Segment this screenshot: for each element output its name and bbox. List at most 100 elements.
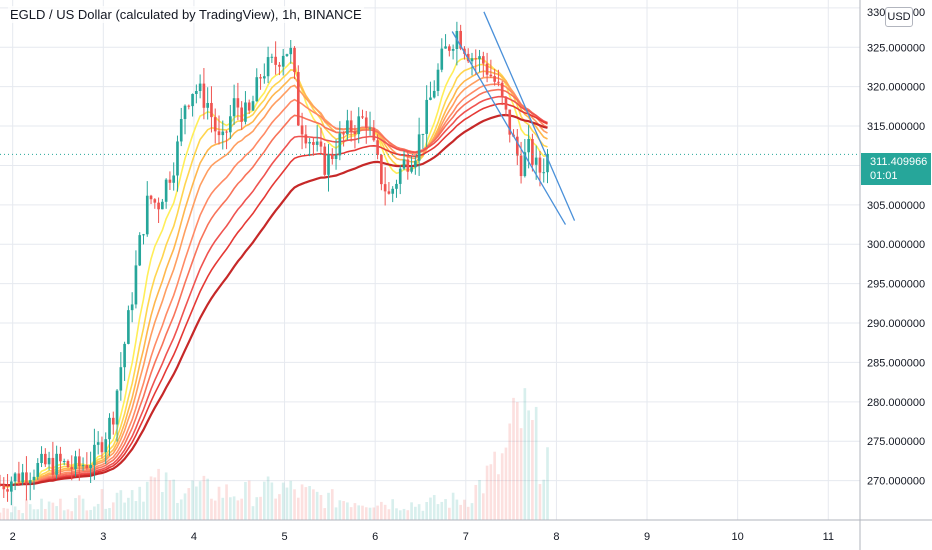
y-tick-label: 320.000000 [867,82,925,94]
candle-body [451,48,455,51]
volume-bar [383,504,387,520]
candle-body [251,101,255,111]
candle-body [542,172,546,174]
volume-bar [451,492,455,520]
grid [0,0,860,521]
volume-bar [0,512,2,520]
volume-bar [40,498,43,520]
candle-body [425,99,428,134]
candle-body [153,199,157,203]
candle-body [508,109,512,135]
volume-bar [380,501,383,520]
volume-bar [444,499,447,520]
volume-bar [493,451,496,520]
currency-button[interactable]: USD [885,7,913,27]
volume-bar [187,488,191,520]
candle-body [142,234,145,236]
candle-body [213,117,217,132]
volume-bar [402,508,406,520]
volume-bar [515,402,519,520]
volume-bar [349,507,353,520]
candle-body [293,47,296,73]
volume-bar [463,499,466,520]
volume-bar [512,397,515,520]
volume-bar [123,502,126,520]
volume-bar [221,497,225,520]
volume-bar [43,508,47,520]
volume-bar [17,510,21,520]
volume-bar [164,472,168,520]
volume-bar [334,507,338,520]
candle-body [380,154,383,185]
volume-bar [368,507,372,520]
trend-line[interactable] [483,11,576,221]
trend-lines[interactable] [451,11,576,225]
volume-bar [119,490,123,520]
candle-body [262,76,266,79]
volume-bar [21,513,24,520]
candle-body [338,133,342,156]
trend-line[interactable] [451,31,567,225]
volume-bar [176,502,179,520]
volume-bar [115,492,119,520]
candle-body [470,58,474,62]
volume-bar [161,492,164,520]
volume-bar [519,428,523,520]
candle-body [327,154,330,175]
volume-bar [417,504,421,520]
candle-body [429,97,432,100]
candle-body [138,235,142,266]
candle-body [240,107,243,122]
candle-body [0,484,2,486]
volume-bar [300,484,304,520]
volume-bar [85,510,89,520]
candle-body [206,102,209,108]
volume-bar [70,511,74,520]
volume-bar [74,498,77,520]
candle-body [315,141,319,145]
volume-bar [172,479,176,520]
volume-bar [262,481,266,520]
volume-bar [225,484,228,520]
candle-body [236,98,240,108]
volume-bar [485,465,489,520]
candle-body [168,179,172,183]
volume-bar [251,506,255,520]
candle-body [497,81,500,83]
candle-body [93,444,96,465]
volume-bar [531,419,534,520]
x-tick-label: 2 [10,531,16,543]
candle-body [10,481,13,492]
volume-bar [195,486,198,520]
candle-body [372,127,376,141]
volume-bar [281,482,285,520]
volume-bar [436,504,440,520]
candle-body [85,465,89,469]
volume-bar [6,508,9,520]
candle-body [66,461,70,468]
volume-bar [89,509,92,520]
volume-bar [198,481,202,520]
volume-bar [425,502,428,520]
volume-bar [59,498,62,520]
ema-line [0,95,548,487]
candle-body [55,453,58,475]
volume-bar [191,480,194,520]
candle-body [538,157,542,173]
candle-body [77,456,81,467]
volume-bar [77,495,81,520]
volume-bar [410,502,413,520]
volume-bar [327,492,330,520]
candle-body [421,133,425,135]
candle-body [62,461,66,463]
volume-bar [296,497,300,520]
candle-body [164,179,168,202]
candle-body [414,160,417,168]
x-tick-label: 3 [100,531,106,543]
candle-body [519,155,523,177]
candle-body [179,119,183,142]
candle-body [108,417,111,440]
